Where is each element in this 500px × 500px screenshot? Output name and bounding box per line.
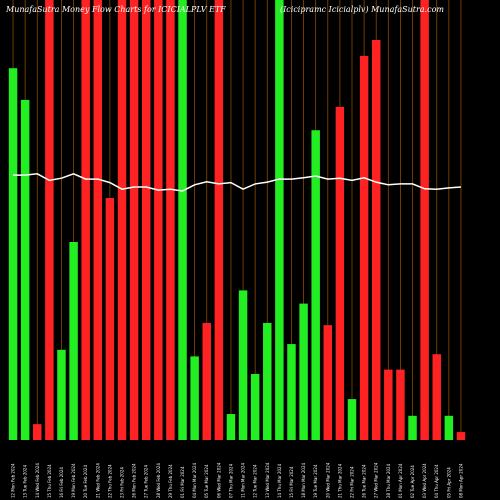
bar bbox=[202, 322, 211, 440]
x-tick-label: 04 Thu Apr 2024 bbox=[434, 464, 439, 498]
x-tick-label: 16 Fri Feb 2024 bbox=[59, 467, 64, 498]
x-tick-label: 12 Mon Feb 2024 bbox=[11, 463, 16, 498]
x-tick-label: 29 Thu Feb 2024 bbox=[168, 464, 173, 498]
x-tick-label: 01 Fri Mar 2024 bbox=[180, 466, 185, 498]
x-tick-label: 02 Tue Apr 2024 bbox=[410, 465, 415, 498]
x-tick-label: 20 Tue Feb 2024 bbox=[83, 465, 88, 498]
bar bbox=[299, 303, 308, 440]
bar bbox=[178, 0, 187, 440]
bar bbox=[444, 415, 454, 440]
bar bbox=[166, 0, 175, 440]
x-tick-label: 08 Mon Apr 2024 bbox=[458, 463, 463, 498]
x-tick-label: 05 Tue Mar 2024 bbox=[204, 464, 209, 498]
x-tick-label: 13 Wed Mar 2024 bbox=[265, 462, 270, 498]
x-tick-label: 06 Wed Mar 2024 bbox=[216, 462, 221, 498]
x-tick-label: 01 Mon Apr 2024 bbox=[398, 463, 403, 498]
bar bbox=[335, 106, 345, 441]
bar bbox=[129, 0, 139, 440]
chart-subtitle: (Icicipramc Icicialplv) MunafaSutra.com bbox=[280, 5, 444, 14]
x-tick-label: 03 Wed Apr 2024 bbox=[422, 463, 427, 498]
x-tick-label: 04 Mon Mar 2024 bbox=[192, 462, 197, 498]
x-tick-label: 21 Wed Feb 2024 bbox=[95, 463, 100, 498]
x-tick-label: 15 Fri Mar 2024 bbox=[289, 466, 294, 498]
x-tick-label: 14 Thu Mar 2024 bbox=[277, 463, 282, 498]
x-tick-label: 07 Thu Mar 2024 bbox=[228, 463, 233, 498]
bar bbox=[45, 0, 54, 440]
money-flow-line bbox=[13, 172, 462, 192]
x-tick-label: 27 Tue Feb 2024 bbox=[144, 465, 149, 498]
x-tick-label: 26 Tue Mar 2024 bbox=[362, 464, 367, 498]
x-tick-label: 19 Tue Mar 2024 bbox=[313, 464, 318, 498]
x-tick-label: 26 Mon Feb 2024 bbox=[132, 463, 137, 498]
x-tick-label: 28 Thu Mar 2024 bbox=[386, 463, 391, 498]
bar bbox=[263, 322, 272, 440]
bar bbox=[20, 99, 30, 440]
x-tick-label: 18 Mon Mar 2024 bbox=[301, 462, 306, 498]
chart-title: MunafaSutra Money Flow Charts for ICICIA… bbox=[5, 5, 226, 14]
x-tick-label: 11 Mon Mar 2024 bbox=[241, 462, 246, 498]
x-tick-label: 13 Tue Feb 2024 bbox=[23, 465, 28, 498]
bar bbox=[214, 0, 224, 440]
x-tick-label: 14 Wed Feb 2024 bbox=[35, 463, 40, 498]
bar bbox=[287, 344, 296, 440]
x-tick-label: 15 Thu Feb 2024 bbox=[47, 464, 52, 498]
x-tick-label: 05 Fri Apr 2024 bbox=[446, 467, 451, 498]
x-tick-label: 12 Tue Mar 2024 bbox=[253, 464, 258, 498]
bar bbox=[456, 432, 466, 440]
bar bbox=[347, 399, 357, 440]
x-tick-label: 21 Thu Mar 2024 bbox=[337, 463, 342, 498]
x-tick-label: 27 Wed Mar 2024 bbox=[374, 462, 379, 498]
bar bbox=[226, 414, 236, 440]
bar bbox=[117, 0, 127, 440]
bar bbox=[105, 198, 115, 440]
bar bbox=[190, 356, 199, 440]
x-tick-label: 20 Wed Mar 2024 bbox=[325, 462, 330, 498]
bar bbox=[93, 0, 103, 440]
plot: 12 Mon Feb 2024 13 Tue Feb 2024 14 Wed Feb… bbox=[8, 0, 466, 498]
bar bbox=[81, 0, 90, 440]
x-tick-label: 22 Fri Mar 2024 bbox=[350, 466, 355, 498]
x-tick-label: 22 Thu Feb 2024 bbox=[107, 464, 112, 498]
bar bbox=[8, 68, 18, 440]
bar bbox=[250, 374, 260, 440]
bar bbox=[311, 130, 320, 441]
bar bbox=[141, 0, 151, 440]
bar bbox=[323, 325, 333, 440]
bar bbox=[69, 242, 78, 440]
bar bbox=[408, 415, 417, 440]
bar bbox=[275, 0, 284, 440]
bar bbox=[384, 369, 393, 440]
x-tick-label: 23 Fri Feb 2024 bbox=[120, 467, 125, 498]
bar bbox=[154, 0, 163, 440]
x-tick-label: 19 Mon Feb 2024 bbox=[71, 463, 76, 498]
x-tick-label: 28 Wed Feb 2024 bbox=[156, 463, 161, 498]
bar bbox=[33, 424, 42, 440]
bar bbox=[432, 354, 441, 440]
bar bbox=[420, 0, 429, 440]
bar bbox=[359, 55, 369, 440]
bar bbox=[396, 369, 405, 440]
bar bbox=[371, 40, 381, 440]
bar bbox=[238, 290, 248, 440]
bar bbox=[57, 349, 66, 440]
